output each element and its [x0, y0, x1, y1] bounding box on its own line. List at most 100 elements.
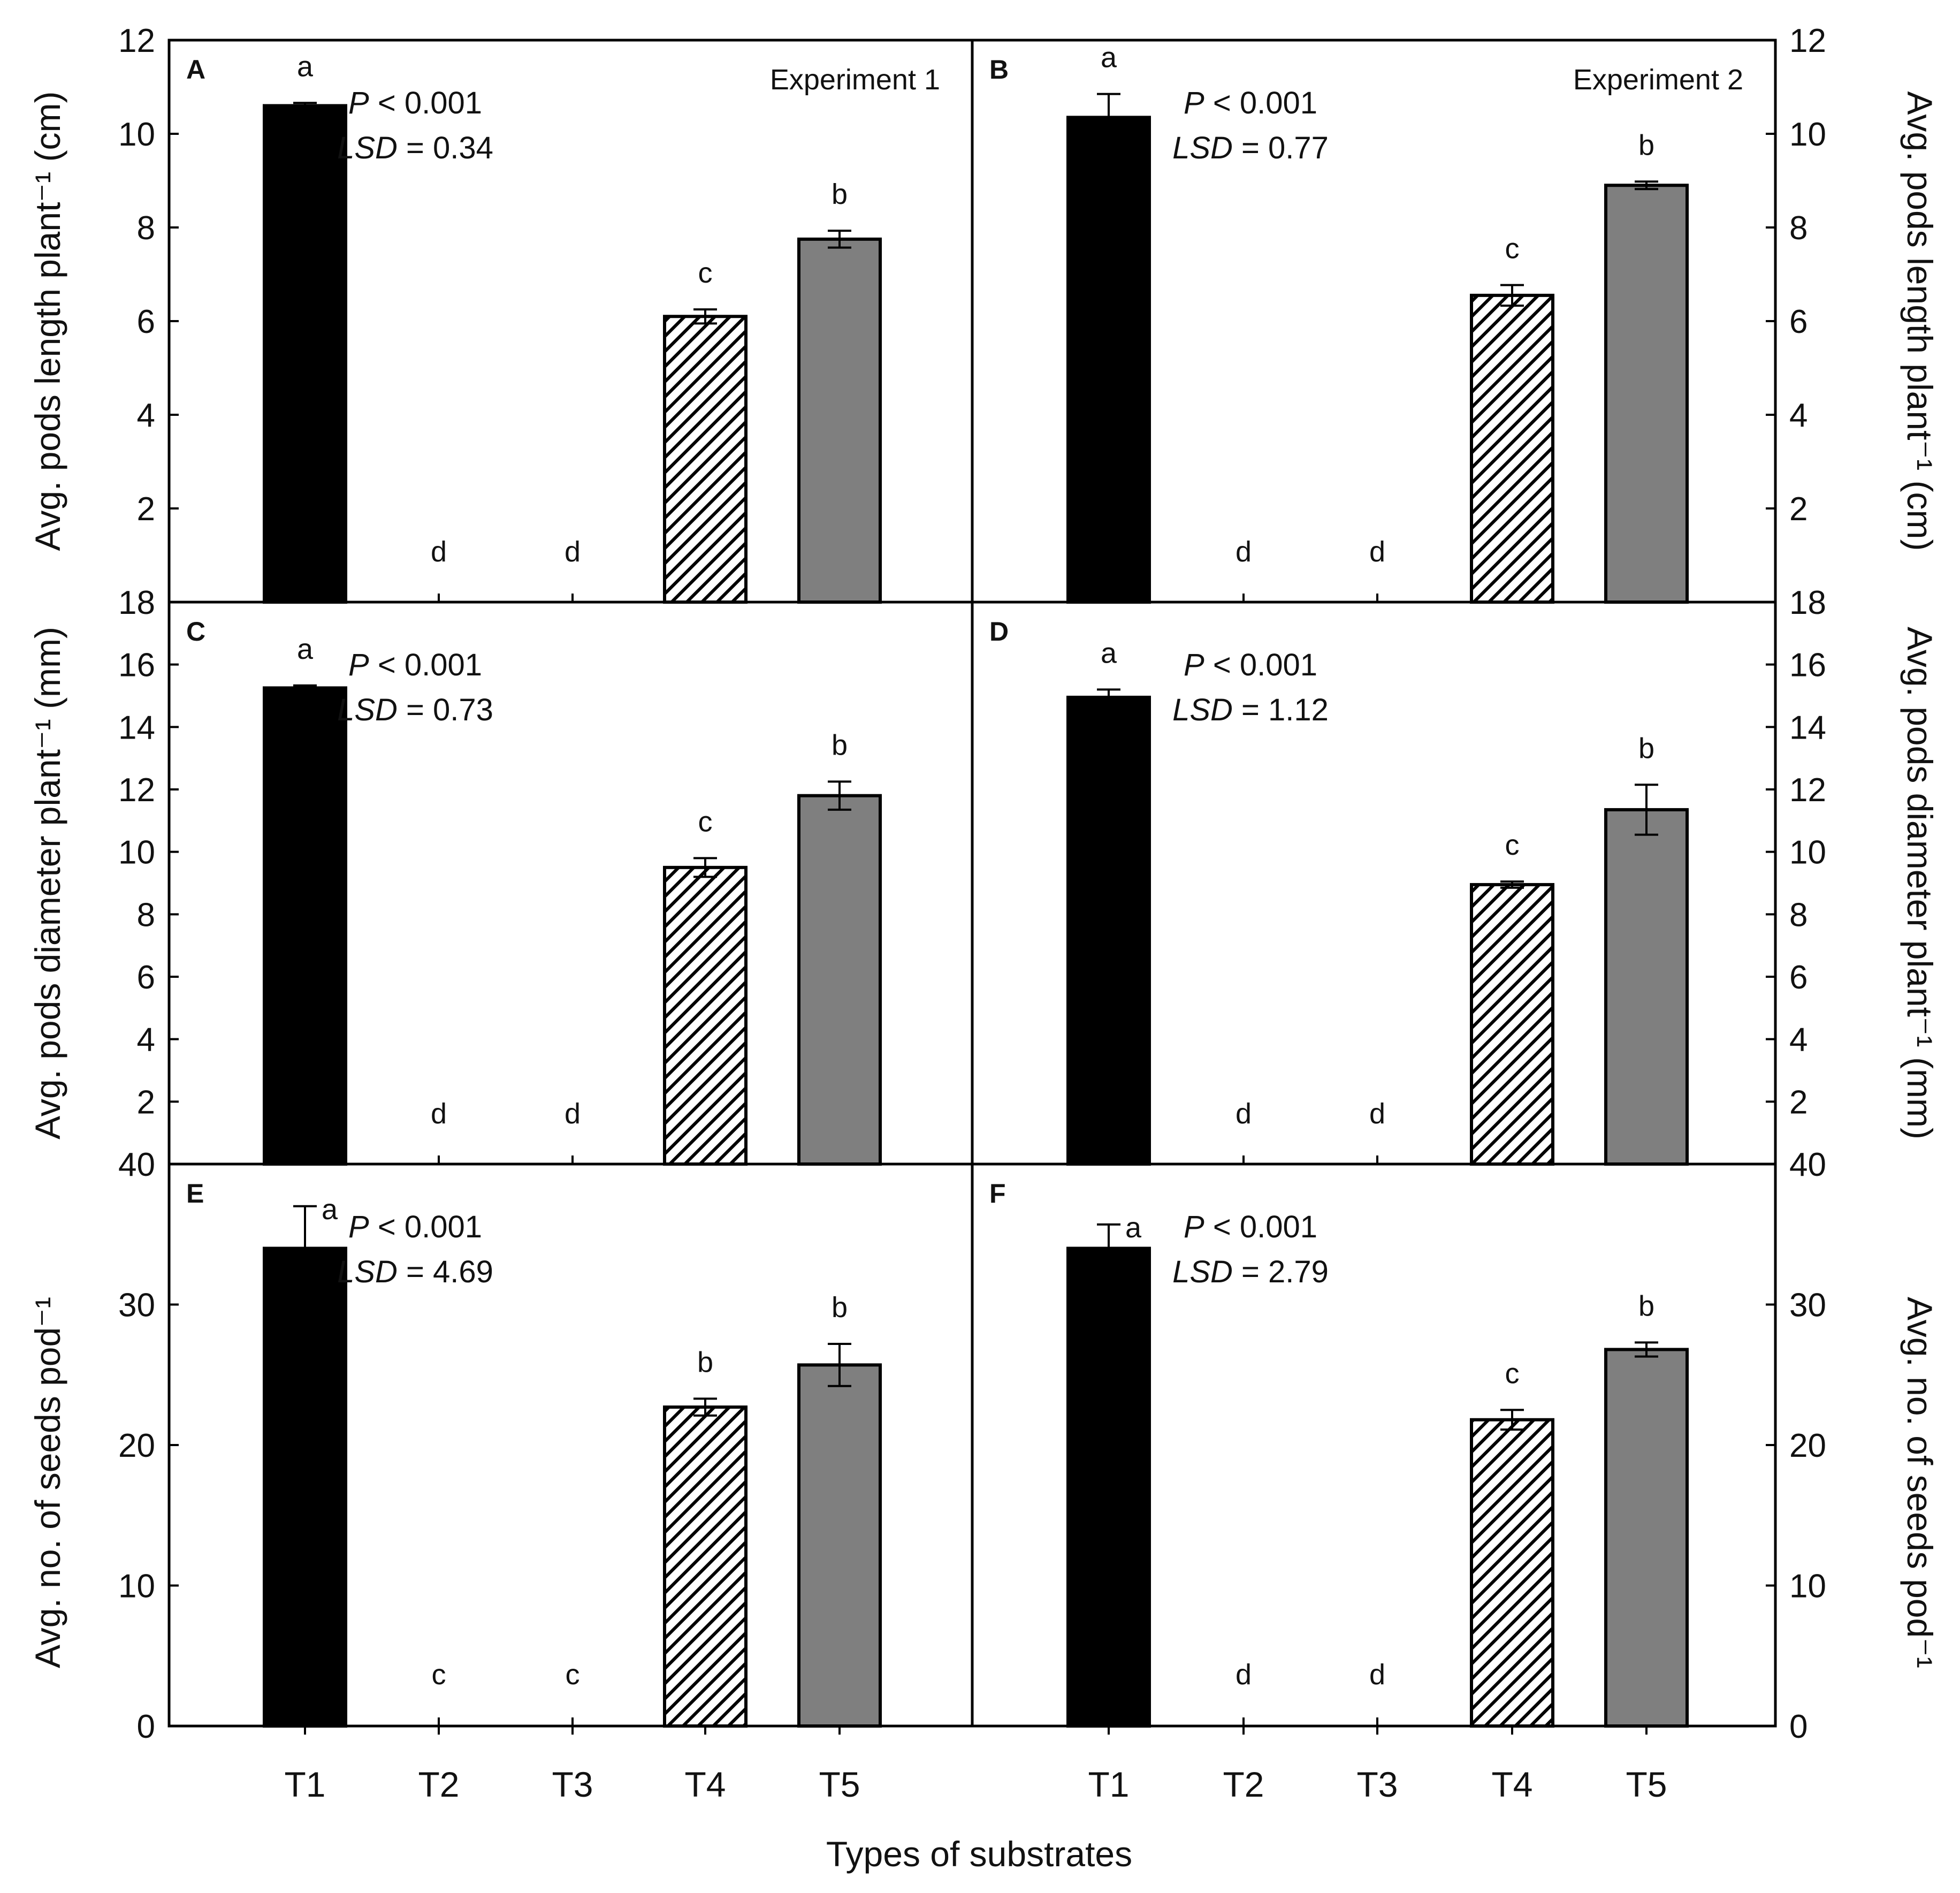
lsd-value: LSD = 0.77 [1172, 131, 1329, 165]
x-tick-label-T1: T1 [284, 1765, 325, 1804]
y-tick-label: 8 [137, 896, 155, 933]
panel-A: 2 4 6 8 10 12 a d d c b A Experiment 1 P < 0.001 LSD =… [118, 22, 974, 604]
y-title-row1-right: Avg. pods length plant⁻¹ (cm) [1900, 91, 1940, 551]
p-value: P < 0.001 [348, 86, 482, 120]
bar-F-T4 [1470, 1418, 1554, 1728]
sig-letter: b [832, 1291, 848, 1324]
bar-F-T5 [1604, 1348, 1689, 1728]
y-title-row3-left: Avg. no. of seeds pod⁻¹ [28, 1297, 67, 1668]
bar-D-T4 [1470, 883, 1554, 1166]
sig-letter: b [832, 178, 848, 210]
y-tick-label: 30 [1789, 1287, 1826, 1324]
y-tick-label: 2 [1789, 491, 1808, 528]
sig-letter: b [1638, 129, 1654, 161]
panel-letter: C [186, 617, 205, 647]
y-title-row2-left: Avg. pods diameter plant⁻¹ (mm) [28, 627, 67, 1139]
panel-letter: A [186, 55, 205, 85]
sig-letter: c [1505, 1357, 1520, 1389]
y-tick-label: 12 [118, 772, 155, 809]
x-tick-label-T3: T3 [552, 1765, 593, 1804]
sig-letter: d [1236, 1659, 1252, 1691]
sig-letter: d [565, 1098, 581, 1130]
y-tick-label: 12 [1789, 772, 1826, 809]
bar-C-T4 [663, 865, 748, 1166]
x-tick-label-T2: T2 [1223, 1765, 1264, 1804]
y-tick-label: 0 [1789, 1708, 1808, 1745]
bar-B-T5 [1604, 184, 1689, 604]
sig-letter: d [1369, 1098, 1385, 1130]
y-tick-label: 10 [1789, 834, 1826, 871]
y-tick-label: 12 [1789, 22, 1826, 59]
lsd-value: LSD = 4.69 [337, 1255, 493, 1289]
panel-letter: D [989, 617, 1009, 647]
y-tick-label: 4 [1789, 397, 1808, 434]
y-tick-label: 40 [1789, 1146, 1826, 1183]
sig-letter: a [1125, 1212, 1142, 1244]
y-tick-label: 16 [1789, 647, 1826, 684]
y-title-row2-right: Avg. pods diameter plant⁻¹ (mm) [1900, 627, 1940, 1139]
lsd-value: LSD = 1.12 [1172, 693, 1329, 727]
x-tick-label-T1: T1 [1088, 1765, 1129, 1804]
sig-letter: d [1236, 536, 1252, 568]
y-tick-label: 30 [118, 1287, 155, 1324]
sig-letter: c [1505, 233, 1520, 265]
bar-F-T1 [1066, 1246, 1151, 1728]
x-tick-label-T4: T4 [1491, 1765, 1532, 1804]
bar-B-T1 [1066, 116, 1151, 604]
sig-letter: a [297, 50, 314, 82]
panel-F: 0 10 20 30 40 T1 T2 T3 T4 T5 a d d c b F P < 0.001 LSD = … [971, 1146, 1826, 1804]
sig-letter: a [1101, 637, 1117, 669]
x-tick-label-T4: T4 [684, 1765, 726, 1804]
sig-letter: b [1638, 732, 1654, 764]
x-tick-label-T5: T5 [1626, 1765, 1667, 1804]
sig-letter: d [431, 1098, 447, 1130]
p-value: P < 0.001 [1184, 1210, 1317, 1244]
y-tick-label: 14 [118, 709, 155, 746]
y-tick-label: 18 [118, 584, 155, 621]
sig-letter: c [698, 805, 713, 838]
panel-C: 2 4 6 8 10 12 14 16 18 a d d c b C P < 0.001 LSD = 0.73 [118, 584, 974, 1166]
sig-letter: a [322, 1193, 338, 1226]
bar-B-T4 [1470, 293, 1554, 604]
panel-B: 2 4 6 8 10 12 a d d c b B Experiment 2 P < 0.001 LSD =… [971, 22, 1826, 604]
y-tick-label: 4 [137, 1022, 155, 1059]
sig-letter: b [1638, 1290, 1654, 1322]
experiment-label: Experiment 1 [770, 64, 940, 96]
y-tick-label: 10 [118, 116, 155, 153]
x-tick-label-T3: T3 [1356, 1765, 1398, 1804]
panel-letter: B [989, 55, 1009, 85]
bar-D-T1 [1066, 695, 1151, 1166]
bar-D-T5 [1604, 808, 1689, 1166]
y-tick-label: 4 [137, 397, 155, 434]
y-tick-label: 20 [1789, 1427, 1826, 1464]
sig-letter: d [1236, 1098, 1252, 1130]
y-tick-label: 6 [1789, 959, 1808, 996]
y-tick-label: 8 [137, 210, 155, 247]
y-tick-label: 20 [118, 1427, 155, 1464]
y-tick-label: 2 [137, 491, 155, 528]
p-value: P < 0.001 [1184, 648, 1317, 682]
sig-letter: c [566, 1659, 580, 1691]
y-tick-label: 6 [1789, 303, 1808, 340]
sig-letter: d [431, 536, 447, 568]
y-tick-label: 2 [137, 1084, 155, 1121]
y-tick-label: 10 [1789, 1568, 1826, 1605]
sig-letter: b [697, 1346, 713, 1378]
experiment-label: Experiment 2 [1573, 64, 1743, 96]
sig-letter: c [1505, 829, 1520, 861]
x-tick-label-T5: T5 [819, 1765, 860, 1804]
sig-letter: c [432, 1659, 446, 1691]
y-tick-label: 8 [1789, 210, 1808, 247]
y-title-row1-left: Avg. pods length plant⁻¹ (cm) [28, 91, 67, 551]
y-tick-label: 10 [1789, 116, 1826, 153]
y-tick-label: 4 [1789, 1022, 1808, 1059]
y-tick-label: 14 [1789, 709, 1826, 746]
sig-letter: a [1101, 42, 1117, 74]
sig-letter: d [1369, 1659, 1385, 1691]
y-tick-label: 40 [118, 1146, 155, 1183]
sig-letter: a [297, 633, 314, 665]
y-tick-label: 6 [137, 959, 155, 996]
bar-C-T1 [263, 686, 347, 1166]
sig-letter: c [698, 257, 713, 289]
